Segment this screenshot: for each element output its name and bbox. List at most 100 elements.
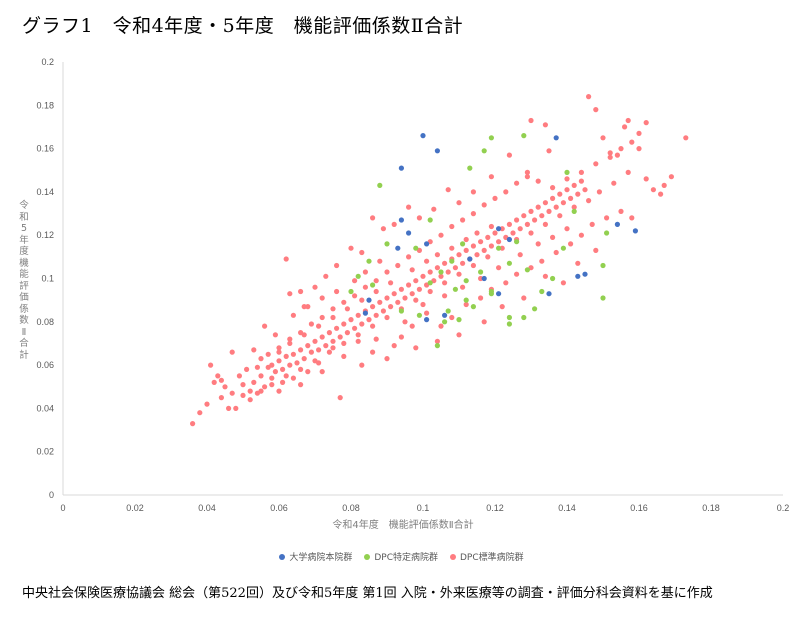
data-point-dpc-standard: [550, 185, 556, 191]
data-point-dpc-standard: [254, 364, 260, 370]
data-point-dpc-standard: [593, 107, 599, 113]
data-point-dpc-standard: [571, 204, 577, 210]
data-point-dpc-standard: [251, 347, 257, 353]
data-point-dpc-standard: [517, 226, 523, 232]
data-point-dpc-standard: [575, 191, 581, 197]
data-point-dpc-standard: [276, 349, 282, 355]
data-point-dpc-specific: [496, 245, 502, 251]
data-point-dpc-standard: [218, 395, 224, 401]
data-point-dpc-standard: [258, 373, 264, 379]
data-point-dpc-standard: [226, 405, 232, 411]
data-point-dpc-standard: [380, 308, 386, 314]
data-point-dpc-standard: [420, 273, 426, 279]
source-note: 中央社会保険医療協議会 総会（第522回）及び令和5年度 第1回 入院・外来医療…: [22, 586, 713, 601]
data-point-dpc-standard: [593, 247, 599, 253]
data-point-dpc-standard: [470, 211, 476, 217]
data-point-dpc-standard: [334, 262, 340, 269]
data-point-dpc-standard: [290, 375, 296, 381]
y-tick-label: 0.08: [36, 317, 54, 327]
data-point-dpc-specific: [427, 280, 433, 286]
data-point-dpc-standard: [370, 215, 376, 221]
data-point-dpc-standard: [488, 174, 494, 180]
data-point-university: [395, 245, 401, 251]
data-point-dpc-standard: [395, 299, 401, 305]
legend-marker: [364, 553, 371, 560]
data-point-dpc-specific: [434, 343, 440, 349]
data-point-dpc-standard: [362, 284, 368, 290]
data-point-dpc-standard: [258, 356, 264, 362]
data-point-dpc-specific: [377, 182, 383, 188]
data-point-dpc-standard: [287, 362, 293, 368]
data-point-dpc-standard: [564, 187, 570, 193]
data-point-dpc-standard: [607, 150, 613, 156]
x-tick-label: 0.12: [486, 503, 504, 513]
data-point-dpc-standard: [337, 334, 343, 340]
data-point-dpc-standard: [478, 275, 484, 282]
data-point-dpc-standard: [496, 239, 502, 245]
data-point-dpc-standard: [240, 392, 246, 398]
data-point-dpc-standard: [290, 312, 296, 318]
data-point-dpc-standard: [359, 321, 365, 327]
data-point-dpc-standard: [402, 295, 408, 301]
data-point-dpc-standard: [528, 208, 534, 214]
data-point-dpc-standard: [272, 369, 278, 375]
data-point-dpc-standard: [377, 258, 383, 264]
data-point-dpc-specific: [521, 133, 527, 139]
data-point-dpc-standard: [341, 340, 347, 346]
x-tick-label: 0.2: [777, 503, 790, 513]
data-point-dpc-standard: [384, 295, 390, 301]
data-point-dpc-standard: [247, 388, 253, 394]
data-point-dpc-standard: [204, 401, 210, 407]
data-point-dpc-standard: [370, 304, 376, 310]
data-point-dpc-standard: [542, 200, 549, 206]
legend-marker: [279, 553, 286, 560]
data-point-dpc-standard: [384, 314, 390, 321]
data-point-dpc-specific: [600, 295, 606, 301]
data-point-dpc-standard: [305, 343, 311, 349]
data-point-dpc-standard: [287, 340, 293, 346]
y-tick-label: 0.02: [36, 447, 54, 457]
data-point-dpc-standard: [337, 395, 343, 401]
data-point-dpc-specific: [524, 267, 531, 273]
data-point-dpc-standard: [560, 280, 567, 286]
data-point-dpc-standard: [488, 223, 494, 230]
data-point-dpc-standard: [308, 321, 314, 327]
data-point-dpc-standard: [416, 286, 422, 292]
data-point-dpc-standard: [542, 273, 549, 279]
data-point-dpc-standard: [578, 169, 585, 175]
data-point-dpc-standard: [283, 353, 289, 359]
data-point-dpc-standard: [251, 379, 257, 385]
data-point-dpc-standard: [377, 299, 383, 305]
data-point-dpc-standard: [359, 297, 365, 303]
data-point-dpc-standard: [334, 288, 340, 295]
data-point-dpc-standard: [546, 208, 552, 214]
data-point-dpc-standard: [388, 280, 394, 286]
data-point-dpc-specific: [571, 208, 577, 214]
y-tick-label: 0.12: [36, 230, 54, 240]
data-point-dpc-specific: [366, 258, 372, 264]
data-point-dpc-specific: [488, 291, 494, 297]
data-point-dpc-standard: [463, 301, 469, 308]
data-point-dpc-standard: [539, 258, 545, 264]
y-tick-label: 0.18: [36, 100, 54, 110]
legend-item: DPC特定病院群: [364, 550, 438, 563]
data-point-dpc-standard: [316, 347, 322, 353]
data-point-dpc-standard: [683, 135, 689, 141]
y-tick-label: 0.1: [41, 274, 54, 284]
data-point-dpc-standard: [452, 265, 458, 271]
data-point-dpc-standard: [283, 256, 289, 262]
data-point-university: [434, 148, 440, 154]
data-point-dpc-standard: [460, 284, 466, 290]
data-point-dpc-standard: [456, 200, 462, 206]
data-point-dpc-standard: [449, 223, 455, 230]
data-point-dpc-standard: [535, 178, 541, 184]
data-point-dpc-standard: [636, 146, 642, 152]
data-point-dpc-standard: [370, 323, 376, 329]
data-point-dpc-standard: [362, 269, 368, 275]
data-point-university: [614, 221, 621, 227]
data-point-dpc-standard: [514, 180, 520, 186]
data-point-dpc-specific: [560, 245, 567, 251]
data-point-dpc-standard: [503, 280, 509, 286]
data-point-dpc-standard: [427, 269, 433, 275]
data-point-dpc-specific: [600, 262, 606, 269]
